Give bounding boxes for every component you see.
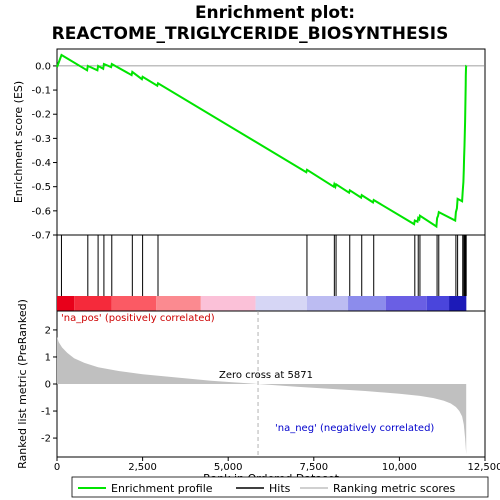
heat-band: [111, 296, 157, 311]
es-y-tick-label: -0.6: [31, 206, 51, 217]
x-tick-label: 12,500: [468, 462, 500, 473]
heat-band: [200, 296, 256, 311]
heat-band: [426, 296, 450, 311]
heat-band: [348, 296, 386, 311]
x-axis-ticks: 0 2,500 5,000 7,500 10,000 12,500: [54, 457, 500, 473]
es-y-tick-label: -0.1: [31, 86, 51, 97]
es-y-tick-label: -0.7: [31, 231, 51, 242]
chart-title-line1: Enrichment plot:: [195, 3, 355, 23]
metric-y-tick-label: 0: [45, 380, 51, 391]
legend-label-metric: Ranking metric scores: [333, 482, 455, 495]
legend: Enrichment profile Hits Ranking metric s…: [71, 476, 489, 498]
x-tick-label: 10,000: [382, 462, 417, 473]
legend-label-enrichment: Enrichment profile: [111, 482, 213, 495]
es-y-tick-label: -0.5: [31, 182, 51, 193]
es-y-tick-label: -0.2: [31, 110, 51, 121]
hits-panel: [56, 234, 486, 312]
x-tick-label: 0: [54, 462, 60, 473]
metric-panel: 2 1 0 -1 -2 'na_pos' (positively correlated)…: [41, 310, 486, 458]
legend-label-hits: Hits: [269, 482, 291, 495]
enrichment-profile-line: [56, 53, 468, 229]
heat-band: [306, 296, 349, 311]
es-panel: 0.0 -0.1 -0.2 -0.3 -0.4 -0.5 -0.6 -0.7: [31, 48, 486, 242]
heat-band: [57, 296, 75, 311]
heat-band: [255, 296, 307, 311]
heat-band: [449, 296, 467, 311]
negative-correlation-label: 'na_neg' (negatively correlated): [275, 423, 434, 434]
heat-band: [385, 296, 427, 311]
heat-band: [74, 296, 112, 311]
x-tick-label: 2,500: [128, 462, 157, 473]
es-y-tick-label: 0.0: [35, 61, 51, 72]
chart-title-line2: REACTOME_TRIGLYCERIDE_BIOSYNTHESIS: [52, 24, 449, 44]
heat-band: [156, 296, 201, 311]
es-y-ticks: 0.0 -0.1 -0.2 -0.3 -0.4 -0.5 -0.6 -0.7: [31, 61, 57, 242]
ranking-heat-bar: [57, 296, 467, 311]
positive-correlation-label: 'na_pos' (positively correlated): [61, 313, 215, 324]
es-panel-frame: [56, 48, 486, 236]
metric-y-tick-label: 1: [45, 352, 51, 363]
hit-lines: [60, 235, 467, 296]
x-tick-label: 5,000: [214, 462, 243, 473]
zero-cross-label: Zero cross at 5871: [219, 370, 313, 381]
legend-box: [71, 476, 489, 498]
metric-y-ticks: 2 1 0 -1 -2: [41, 325, 57, 445]
es-y-tick-label: -0.4: [31, 158, 51, 169]
es-y-axis-label: Enrichment score (ES): [12, 81, 25, 203]
metric-y-tick-label: -2: [41, 434, 51, 445]
es-y-tick-label: -0.3: [31, 134, 51, 145]
metric-y-axis-label: Ranked list metric (PreRanked): [16, 299, 29, 469]
metric-y-tick-label: 2: [45, 325, 51, 336]
metric-y-tick-label: -1: [41, 407, 51, 418]
x-tick-label: 7,500: [299, 462, 328, 473]
